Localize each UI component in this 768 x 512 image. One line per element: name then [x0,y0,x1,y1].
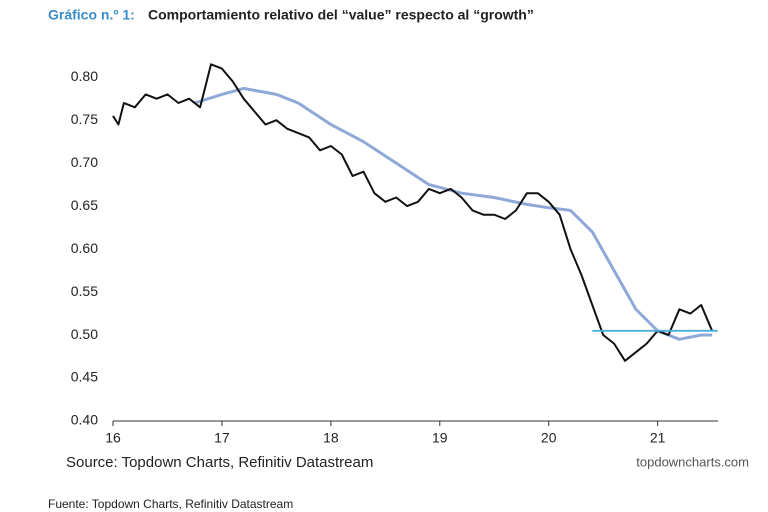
y-tick-label: 0.40 [71,412,98,428]
brand: topdowncharts.com [636,454,749,469]
source: Source: Topdown Charts, Refinitiv Datast… [66,454,373,471]
y-tick-label: 0.70 [71,154,98,170]
footer: Fuente: Topdown Charts, Refinitiv Datast… [48,497,293,511]
chart-title: Comportamiento relativo del “value” resp… [148,7,534,23]
y-tick-label: 0.55 [71,283,98,299]
y-tick-label: 0.50 [71,326,98,342]
series-line [112,63,714,362]
x-tick-label: 18 [323,430,339,446]
y-tick-label: 0.80 [71,68,98,84]
y-tick-label: 0.75 [71,111,98,127]
x-tick-label: 16 [105,430,121,446]
x-tick-label: 20 [541,430,557,446]
x-tick-label: 17 [214,430,230,446]
x-tick-label: 19 [432,430,448,446]
series-line [194,86,713,341]
y-tick-label: 0.45 [71,369,98,385]
y-tick-label: 0.65 [71,197,98,213]
y-tick-label: 0.60 [71,240,98,256]
chart-title-prefix: Gráfico n.º 1: [48,7,135,23]
x-tick-label: 21 [650,430,666,446]
